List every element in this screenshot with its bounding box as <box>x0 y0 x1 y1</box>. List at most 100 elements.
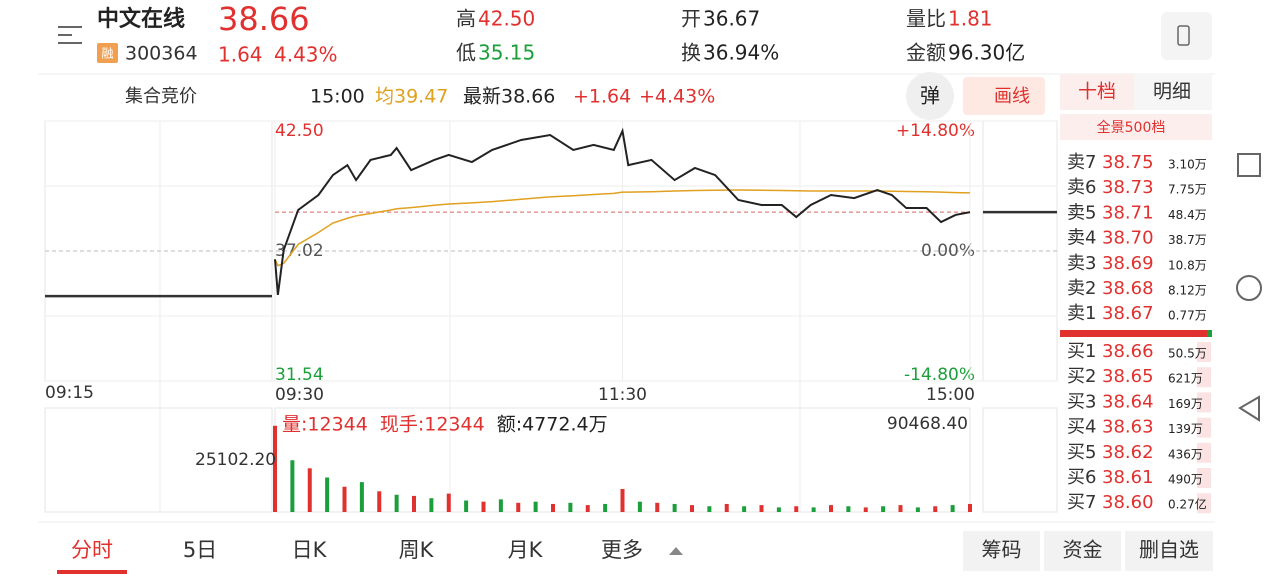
action-button[interactable]: 删自选 <box>1139 538 1199 562</box>
avg: 均39.47 <box>375 86 448 108</box>
volume-bar <box>412 495 416 512</box>
book-tab[interactable]: 明细 <box>1153 81 1191 103</box>
volume-bar <box>742 506 747 512</box>
stat-label: 高 <box>456 7 476 31</box>
volume-info: 额:4772.4万 <box>497 414 608 436</box>
volume-bar <box>394 494 399 512</box>
action-bg[interactable] <box>963 531 1040 571</box>
action-button[interactable]: 筹码 <box>982 538 1022 562</box>
volume-bar <box>690 505 694 512</box>
volume-bar <box>846 506 851 512</box>
volume-bar <box>307 468 312 512</box>
price-line <box>274 127 971 296</box>
bottom-tab[interactable]: 更多 <box>601 538 643 562</box>
book-volume: 48.4万 <box>1168 208 1207 222</box>
action-bg[interactable] <box>1125 531 1213 571</box>
action-bg[interactable] <box>1044 531 1121 571</box>
tab-active <box>1060 74 1134 110</box>
volume-bar <box>811 507 816 512</box>
stat-value: 36.67 <box>703 7 760 31</box>
book-tab[interactable]: 十档 <box>1078 81 1116 103</box>
bid-bar <box>1197 342 1211 362</box>
nav-home[interactable] <box>1236 275 1262 301</box>
volume-bar <box>359 482 364 512</box>
book-price: 38.71 <box>1102 202 1154 223</box>
volume-bar <box>776 507 781 512</box>
stat-value: 36.94% <box>703 41 779 65</box>
y2-tick-label: +14.80% <box>896 121 975 141</box>
book-label: 买5 <box>1067 442 1096 463</box>
x-tick-label: 11:30 <box>598 385 647 405</box>
bottom-tab[interactable]: 月K <box>508 538 544 562</box>
book-price: 38.67 <box>1102 303 1154 324</box>
toolbar-change-pct: +4.43% <box>639 86 715 108</box>
book-price: 38.75 <box>1102 152 1154 173</box>
volume-frame <box>44 407 273 513</box>
book-volume: 0.27亿 <box>1168 497 1207 512</box>
book-label: 买6 <box>1067 467 1096 488</box>
volume-bar <box>759 505 764 512</box>
volume-bar <box>516 502 521 512</box>
stat-label: 量比 <box>906 7 946 31</box>
book-volume: 38.7万 <box>1168 233 1207 247</box>
stat-value: 1.81 <box>948 7 993 31</box>
badge: 融 <box>101 47 113 61</box>
y-tick-label: 31.54 <box>275 365 324 385</box>
book-price: 38.60 <box>1102 492 1154 513</box>
book-volume: 0.77万 <box>1168 309 1207 323</box>
auction-volume-max: 25102.20 <box>195 450 276 470</box>
book-label: 卖3 <box>1067 253 1096 274</box>
device-button[interactable] <box>1161 12 1212 60</box>
nav-recent[interactable] <box>1237 153 1261 177</box>
bottom-tab[interactable]: 5日 <box>183 538 217 562</box>
stock-price: 38.66 <box>218 0 310 38</box>
bottom-tab[interactable]: 分时 <box>71 538 113 562</box>
stat-value: 42.50 <box>478 7 535 31</box>
volume-bar <box>551 503 555 512</box>
volume-bar <box>863 507 868 512</box>
volume-bar <box>724 503 729 512</box>
draw-button-bg[interactable] <box>963 77 1045 115</box>
draw-button[interactable]: 画线 <box>994 86 1030 107</box>
tab-underline <box>57 570 127 574</box>
bottom-tab[interactable]: 日K <box>292 538 328 562</box>
action-button[interactable]: 资金 <box>1063 538 1103 562</box>
book-volume: 50.5万 <box>1168 347 1207 361</box>
volume-info: 量:12344 <box>282 414 368 436</box>
book-price: 38.70 <box>1102 228 1154 249</box>
book-price: 38.65 <box>1102 366 1154 387</box>
book-volume: 3.10万 <box>1168 158 1207 172</box>
book-label: 买4 <box>1067 417 1096 438</box>
volume-bar <box>707 506 712 512</box>
book-volume: 169万 <box>1168 397 1203 411</box>
popup-button-bg[interactable] <box>906 72 954 120</box>
bottom-tab[interactable]: 周K <box>399 538 435 562</box>
popup-button[interactable]: 弹 <box>920 84 940 108</box>
book-volume: 436万 <box>1168 447 1203 461</box>
volume-bar <box>481 501 486 512</box>
nav-back[interactable] <box>1238 395 1260 422</box>
volume-bar <box>915 507 920 512</box>
menu-icon[interactable] <box>58 26 82 44</box>
volume-bar <box>429 498 434 512</box>
book-label: 卖5 <box>1067 202 1096 223</box>
x-tick-label: 09:30 <box>275 385 324 405</box>
book-header[interactable]: 全景500档 <box>1097 119 1166 136</box>
book-label: 买1 <box>1067 341 1096 362</box>
volume-bar <box>325 477 330 512</box>
stat-value: 35.15 <box>478 41 535 65</box>
book-header-bg <box>1060 114 1212 140</box>
change-pct: 4.43% <box>274 43 338 67</box>
badge-bg <box>97 43 118 63</box>
bid-bar <box>1197 417 1211 438</box>
more-arrow <box>669 547 683 555</box>
book-volume: 10.8万 <box>1168 258 1207 272</box>
volume-bar <box>342 486 347 512</box>
volume-bar <box>585 505 590 512</box>
avg-line <box>274 189 971 267</box>
volume-bar <box>898 505 903 512</box>
book-label: 卖1 <box>1067 303 1096 324</box>
volume-info: 现手:12344 <box>380 414 485 436</box>
book-price: 38.68 <box>1102 278 1154 299</box>
